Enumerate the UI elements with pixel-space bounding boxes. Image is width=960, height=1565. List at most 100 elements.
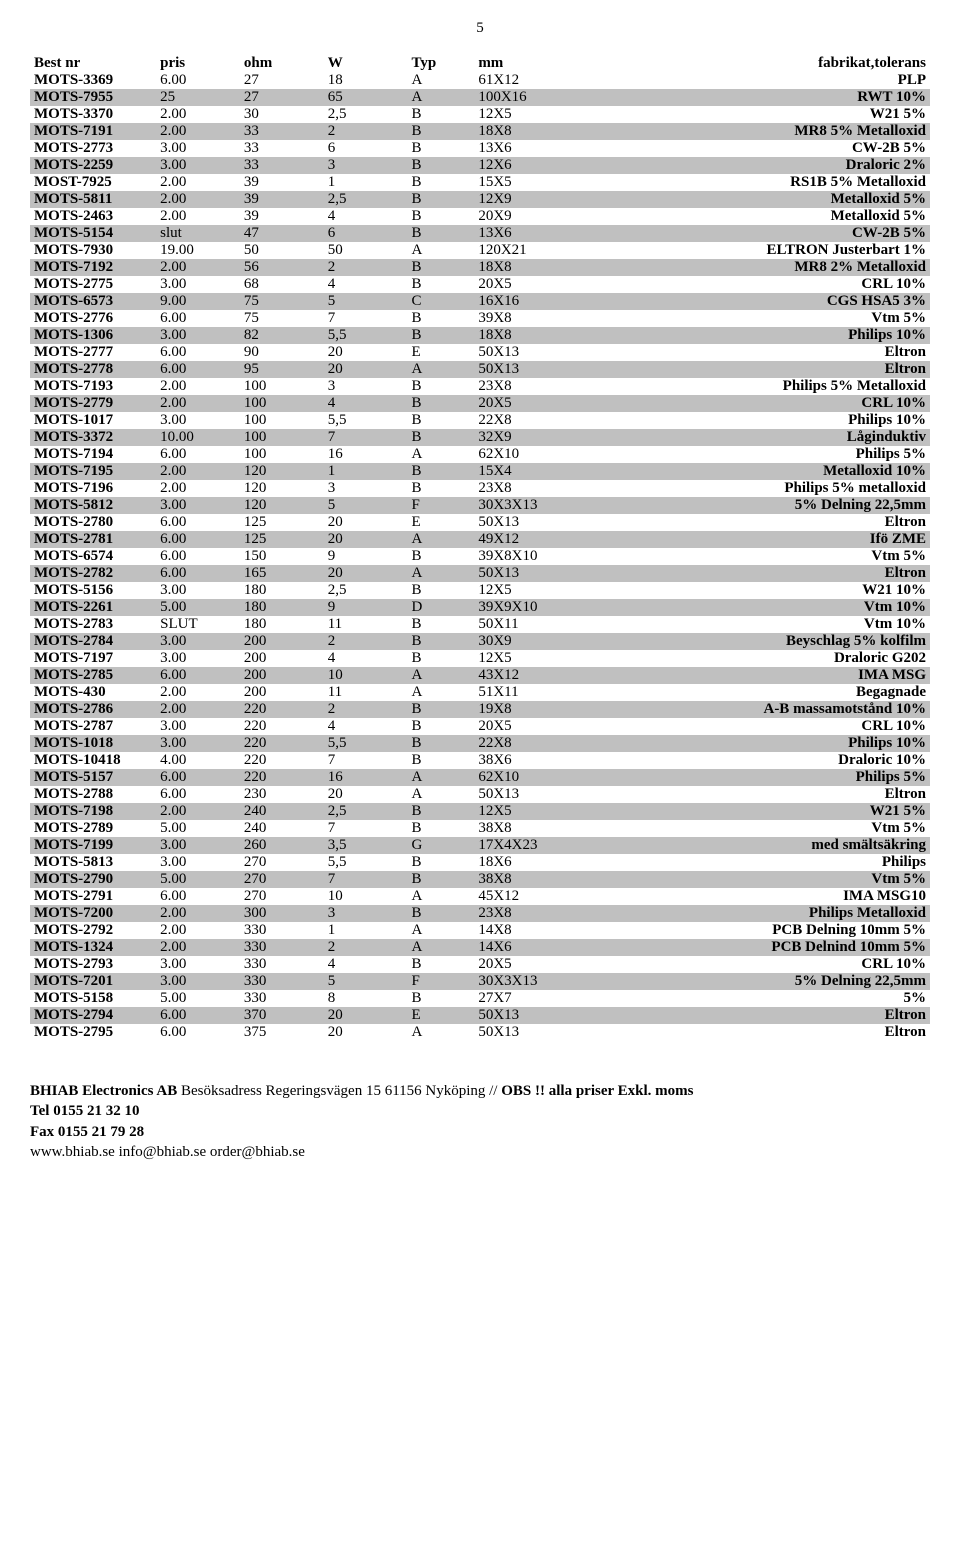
table-cell: 300 xyxy=(240,905,324,922)
table-cell: 3.00 xyxy=(156,276,240,293)
table-cell: 18X8 xyxy=(474,259,600,276)
table-cell: 9 xyxy=(324,599,408,616)
table-cell: Eltron xyxy=(600,344,930,361)
table-row: MOTS-5154slut476B13X6CW-2B 5% xyxy=(30,225,930,242)
table-cell: MOTS-2463 xyxy=(30,208,156,225)
table-cell: 20X5 xyxy=(474,956,600,973)
table-cell: 3.00 xyxy=(156,837,240,854)
table-row: MOTS-33702.00302,5B12X5W21 5% xyxy=(30,106,930,123)
table-cell: B xyxy=(407,854,474,871)
table-cell: Vtm 10% xyxy=(600,616,930,633)
table-cell: 2.00 xyxy=(156,803,240,820)
table-cell: 33 xyxy=(240,157,324,174)
table-cell: 18X8 xyxy=(474,327,600,344)
table-row: MOTS-13242.003302A14X6PCB Delnind 10mm 5… xyxy=(30,939,930,956)
table-cell: Vtm 5% xyxy=(600,548,930,565)
table-row: MOTS-27856.0020010A43X12IMA MSG xyxy=(30,667,930,684)
table-row: MOTS-27792.001004B20X5CRL 10% xyxy=(30,395,930,412)
table-cell: MOTS-7196 xyxy=(30,480,156,497)
table-cell: 6.00 xyxy=(156,531,240,548)
table-row: MOTS-27816.0012520A49X12Ifö ZME xyxy=(30,531,930,548)
table-cell: 330 xyxy=(240,922,324,939)
table-cell: B xyxy=(407,429,474,446)
table-cell: 5,5 xyxy=(324,735,408,752)
table-row: MOTS-51576.0022016A62X10Philips 5% xyxy=(30,769,930,786)
table-cell: 33 xyxy=(240,140,324,157)
table-cell: A xyxy=(407,565,474,582)
table-cell: 7 xyxy=(324,871,408,888)
table-cell: 330 xyxy=(240,990,324,1007)
table-cell: 2.00 xyxy=(156,939,240,956)
table-cell: 5 xyxy=(324,497,408,514)
table-cell: 20 xyxy=(324,1024,408,1041)
table-cell: Draloric 2% xyxy=(600,157,930,174)
table-cell: MOTS-5154 xyxy=(30,225,156,242)
table-cell: 5% Delning 22,5mm xyxy=(600,497,930,514)
table-cell: 20 xyxy=(324,344,408,361)
table-cell: Beyschlag 5% kolfilm xyxy=(600,633,930,650)
table-cell: 6.00 xyxy=(156,888,240,905)
table-cell: 180 xyxy=(240,599,324,616)
table-row: MOTS-27922.003301A14X8PCB Delning 10mm 5… xyxy=(30,922,930,939)
table-cell: A xyxy=(407,446,474,463)
table-cell: Vtm 5% xyxy=(600,310,930,327)
table-cell: 39 xyxy=(240,174,324,191)
table-cell: B xyxy=(407,123,474,140)
table-cell: 19.00 xyxy=(156,242,240,259)
table-cell: 50X13 xyxy=(474,1024,600,1041)
table-cell: 30X3X13 xyxy=(474,973,600,990)
table-cell: 12X5 xyxy=(474,582,600,599)
table-cell: Vtm 5% xyxy=(600,820,930,837)
table-row: MOTS-27776.009020E50X13Eltron xyxy=(30,344,930,361)
table-cell: 4 xyxy=(324,718,408,735)
table-cell: 2 xyxy=(324,259,408,276)
table-cell: A xyxy=(407,684,474,701)
table-row: MOTS-71922.00562B18X8MR8 2% Metalloxid xyxy=(30,259,930,276)
table-cell: MOTS-7194 xyxy=(30,446,156,463)
table-cell: A-B massamotstånd 10% xyxy=(600,701,930,718)
table-cell: 4 xyxy=(324,208,408,225)
table-row: MOTS-71993.002603,5G17X4X23med smältsäkr… xyxy=(30,837,930,854)
table-row: MOTS-71982.002402,5B12X5W21 5% xyxy=(30,803,930,820)
table-cell: 39 xyxy=(240,208,324,225)
table-cell: MOTS-3372 xyxy=(30,429,156,446)
table-cell: Philips 5% xyxy=(600,769,930,786)
table-cell: Philips 5% Metalloxid xyxy=(600,378,930,395)
table-cell: Philips 10% xyxy=(600,412,930,429)
table-cell: CGS HSA5 3% xyxy=(600,293,930,310)
table-cell: MOTS-2775 xyxy=(30,276,156,293)
table-cell: 6.00 xyxy=(156,1024,240,1041)
column-header: ohm xyxy=(240,55,324,72)
table-cell: 23X8 xyxy=(474,905,600,922)
table-row: MOTS-27873.002204B20X5CRL 10% xyxy=(30,718,930,735)
table-cell: MOTS-6573 xyxy=(30,293,156,310)
table-cell: 38X6 xyxy=(474,752,600,769)
table-cell: 8 xyxy=(324,990,408,1007)
table-cell: 18X6 xyxy=(474,854,600,871)
table-row: MOTS-27766.00757B39X8Vtm 5% xyxy=(30,310,930,327)
table-cell: B xyxy=(407,225,474,242)
table-cell: 75 xyxy=(240,310,324,327)
table-cell: 27 xyxy=(240,72,324,89)
table-cell: CW-2B 5% xyxy=(600,140,930,157)
table-cell: MOTS-7930 xyxy=(30,242,156,259)
table-cell: B xyxy=(407,412,474,429)
table-row: MOTS-71952.001201B15X4Metalloxid 10% xyxy=(30,463,930,480)
table-row: MOTS-337210.001007B32X9Låginduktiv xyxy=(30,429,930,446)
table-cell: 27 xyxy=(240,89,324,106)
table-cell: MOTS-2778 xyxy=(30,361,156,378)
table-cell: 39X9X10 xyxy=(474,599,600,616)
table-cell: 33 xyxy=(240,123,324,140)
table-row: MOST-79252.00391B15X5RS1B 5% Metalloxid xyxy=(30,174,930,191)
table-cell: MOTS-7192 xyxy=(30,259,156,276)
table-cell: 2.00 xyxy=(156,922,240,939)
table-cell: 1 xyxy=(324,463,408,480)
table-cell: CW-2B 5% xyxy=(600,225,930,242)
table-cell: B xyxy=(407,803,474,820)
footer-address: Besöksadress Regeringsvägen 15 61156 Nyk… xyxy=(181,1083,501,1099)
table-cell: 200 xyxy=(240,650,324,667)
table-cell: MOTS-7191 xyxy=(30,123,156,140)
table-cell: 6.00 xyxy=(156,514,240,531)
table-cell: A xyxy=(407,361,474,378)
table-cell: MOTS-7955 xyxy=(30,89,156,106)
